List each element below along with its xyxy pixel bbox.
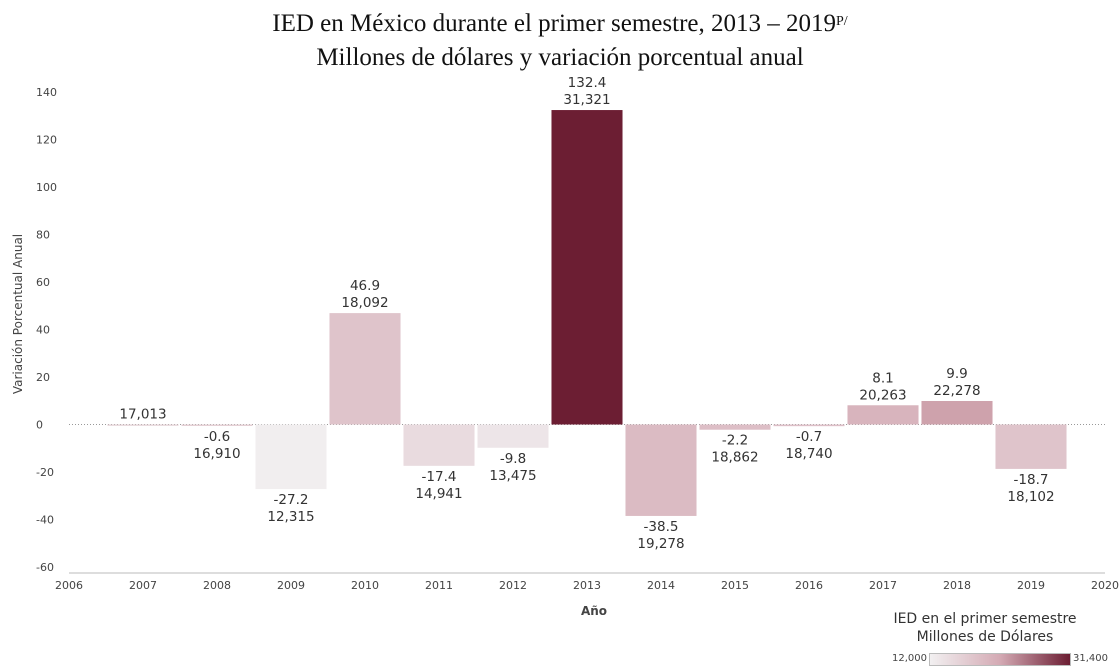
x-tick-label: 2015 bbox=[721, 579, 749, 592]
y-tick-label: 120 bbox=[36, 134, 57, 147]
y-tick-label: -40 bbox=[36, 514, 54, 527]
legend-color-scale bbox=[929, 653, 1071, 666]
bar-2010 bbox=[329, 313, 401, 425]
bar-2009 bbox=[255, 424, 327, 490]
bar-variation-label: -27.2 bbox=[274, 492, 309, 508]
bar-variation-label: -9.8 bbox=[500, 451, 526, 467]
y-tick-label: 100 bbox=[36, 181, 57, 194]
x-tick-label: 2017 bbox=[869, 579, 897, 592]
bar-variation-label: 46.9 bbox=[350, 278, 380, 294]
y-axis: -60 -40 -20 0 20 40 60 80 100 120 140 bbox=[36, 86, 57, 574]
x-tick-label: 2008 bbox=[203, 579, 231, 592]
y-tick-label: 80 bbox=[36, 229, 50, 242]
bar-2014 bbox=[625, 424, 697, 516]
bar-labels: 17,013 -0.616,910 -27.212,315 46.918,092 -17… bbox=[119, 75, 1054, 552]
y-axis-label: Variación Porcentual Anual bbox=[11, 234, 25, 394]
bar-2015 bbox=[699, 424, 771, 430]
bar-ied-label: 12,315 bbox=[267, 509, 314, 525]
bar-variation-label: -18.7 bbox=[1014, 472, 1049, 488]
bar-2011 bbox=[403, 424, 475, 466]
bar-variation-label: 132.4 bbox=[568, 75, 607, 91]
x-tick-label: 2019 bbox=[1017, 579, 1045, 592]
bar-2008 bbox=[181, 424, 253, 426]
bar-ied-label: 31,321 bbox=[563, 92, 610, 108]
y-tick-label: 40 bbox=[36, 324, 50, 337]
bar-variation-label: -0.7 bbox=[796, 429, 822, 445]
bar-ied-label: 13,475 bbox=[489, 468, 536, 484]
bar-ied-label: 16,910 bbox=[193, 446, 240, 462]
bar-variation-label: -38.5 bbox=[644, 519, 679, 535]
x-tick-label: 2013 bbox=[573, 579, 601, 592]
bar-ied-label: 18,092 bbox=[341, 295, 388, 311]
bar-ied-label: 22,278 bbox=[933, 383, 980, 399]
bar-ied-label: 18,862 bbox=[711, 450, 758, 466]
bar-2017 bbox=[847, 405, 919, 425]
bar-ied-label: 18,740 bbox=[785, 446, 832, 462]
legend-max-label: 31,400 bbox=[1073, 653, 1108, 664]
bar-ied-label: 20,263 bbox=[859, 387, 906, 403]
x-tick-label: 2020 bbox=[1091, 579, 1119, 592]
y-tick-label: 140 bbox=[36, 86, 57, 99]
x-tick-label: 2012 bbox=[499, 579, 527, 592]
y-tick-label: 20 bbox=[36, 371, 50, 384]
bar-ied-label: 18,102 bbox=[1007, 489, 1054, 505]
x-tick-label: 2011 bbox=[425, 579, 453, 592]
bar-2018 bbox=[921, 400, 993, 425]
bar-ied-label: 19,278 bbox=[637, 536, 684, 552]
bar-variation-label: 9.9 bbox=[946, 366, 967, 382]
x-tick-label: 2010 bbox=[351, 579, 379, 592]
bar-variation-label: -0.6 bbox=[204, 429, 230, 445]
x-tick-label: 2014 bbox=[647, 579, 675, 592]
y-tick-label: 0 bbox=[36, 419, 43, 432]
y-tick-label: 60 bbox=[36, 276, 50, 289]
bar-ied-label: 14,941 bbox=[415, 486, 462, 502]
legend-title: IED en el primer semestre bbox=[893, 611, 1077, 627]
chart-subtitle: Millones de dólares y variación porcentu… bbox=[316, 44, 804, 71]
x-tick-label: 2006 bbox=[55, 579, 83, 592]
bar-2013 bbox=[551, 110, 623, 425]
x-tick-label: 2016 bbox=[795, 579, 823, 592]
bar-2007 bbox=[107, 424, 179, 426]
legend-subtitle: Millones de Dólares bbox=[916, 629, 1054, 645]
bar-ied-label: 17,013 bbox=[119, 407, 166, 423]
bar-variation-label: -17.4 bbox=[422, 469, 457, 485]
chart-title-superscript: P/ bbox=[836, 14, 848, 29]
bar-variation-label: -2.2 bbox=[722, 433, 748, 449]
x-tick-label: 2009 bbox=[277, 579, 305, 592]
x-tick-label: 2007 bbox=[129, 579, 157, 592]
bar-2016 bbox=[773, 424, 845, 427]
x-axis: 2006 2007 2008 2009 2010 2011 2012 2013 2014 2015… bbox=[55, 572, 1119, 592]
chart-title-line1: IED en México durante el primer semestre… bbox=[0, 10, 1120, 38]
chart-title-text: IED en México durante el primer semestre… bbox=[272, 10, 837, 37]
legend-min-label: 12,000 bbox=[892, 653, 927, 664]
bar-series bbox=[107, 110, 1067, 516]
x-tick-label: 2018 bbox=[943, 579, 971, 592]
bar-2019 bbox=[995, 424, 1067, 469]
y-tick-label: -60 bbox=[36, 561, 54, 574]
bar-2012 bbox=[477, 424, 549, 448]
y-tick-label: -20 bbox=[36, 466, 54, 479]
x-axis-label: Año bbox=[581, 604, 607, 618]
bar-variation-label: 8.1 bbox=[872, 370, 893, 386]
